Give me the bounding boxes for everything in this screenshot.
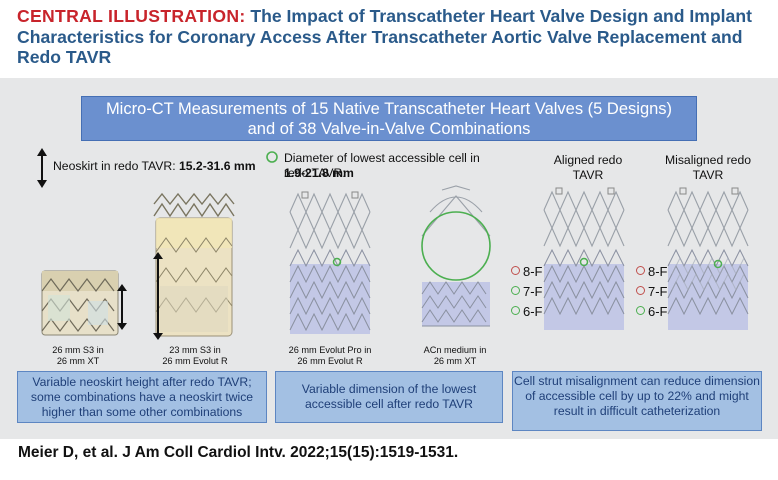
title-text: The Impact of Transcatheter Heart Valve …	[17, 6, 752, 67]
green-circle-icon	[636, 306, 645, 315]
valve-evolut-pro-in-evolut-r	[289, 191, 371, 334]
height-arrow-icon	[117, 284, 127, 330]
neoskirt-height-arrow-icon	[153, 252, 163, 340]
valve3-caption: 26 mm Evolut Pro in 26 mm Evolut R	[288, 345, 372, 366]
red-circle-icon	[511, 266, 520, 275]
page-title: CENTRAL ILLUSTRATION: The Impact of Tran…	[17, 6, 767, 68]
aligned-label: Aligned redo TAVR	[553, 153, 623, 182]
alignment-note: Cell strut misalignment can reduce dimen…	[512, 371, 762, 431]
cell-note: Variable dimension of the lowest accessi…	[275, 371, 503, 423]
valve-misaligned	[667, 187, 749, 330]
green-circle-icon	[511, 306, 520, 315]
valve1-caption: 26 mm S3 in 26 mm XT	[52, 345, 104, 366]
misaligned-catheter-7f: 7-F	[636, 284, 668, 299]
misaligned-catheter-6f: 6-F	[636, 304, 668, 319]
green-circle-icon	[511, 286, 520, 295]
banner-line-1: Micro-CT Measurements of 15 Native Trans…	[105, 100, 673, 118]
red-circle-icon	[636, 286, 645, 295]
cell-label-line1: Diameter of lowest accessible cell in re…	[284, 151, 480, 180]
misaligned-catheter-8f: 8-F	[636, 264, 668, 279]
green-circle-icon	[266, 151, 278, 163]
aligned-catheter-8f: 8-F	[511, 264, 543, 279]
study-banner: Micro-CT Measurements of 15 Native Trans…	[81, 96, 697, 141]
double-arrow-icon	[37, 148, 47, 188]
citation: Meier D, et al. J Am Coll Cardiol Intv. …	[18, 444, 459, 461]
title-lead: CENTRAL ILLUSTRATION:	[17, 6, 246, 26]
valve4-caption: ACn medium in 26 mm XT	[423, 345, 487, 366]
neoskirt-note: Variable neoskirt height after redo TAVR…	[17, 371, 267, 423]
valve-s3-in-evolut-r	[153, 192, 235, 337]
valve-acn-in-xt	[421, 185, 491, 327]
aligned-catheter-6f: 6-F	[511, 304, 543, 319]
valve-s3-in-xt	[41, 270, 119, 336]
valve2-caption: 23 mm S3 in 26 mm Evolut R	[162, 345, 228, 366]
neoskirt-label: Neoskirt in redo TAVR: 15.2-31.6 mm	[53, 159, 256, 173]
misaligned-label: Misaligned redo TAVR	[664, 153, 752, 182]
banner-line-2: and of 38 Valve-in-Valve Combinations	[247, 120, 531, 138]
valve-aligned	[543, 187, 625, 330]
cell-range: 1.9-21.8 mm	[284, 166, 354, 180]
neoskirt-range: 15.2-31.6 mm	[178, 159, 256, 173]
cell-range-wrap: 1.9-21.8 mm	[284, 166, 484, 181]
red-circle-icon	[636, 266, 645, 275]
aligned-catheter-7f: 7-F	[511, 284, 543, 299]
